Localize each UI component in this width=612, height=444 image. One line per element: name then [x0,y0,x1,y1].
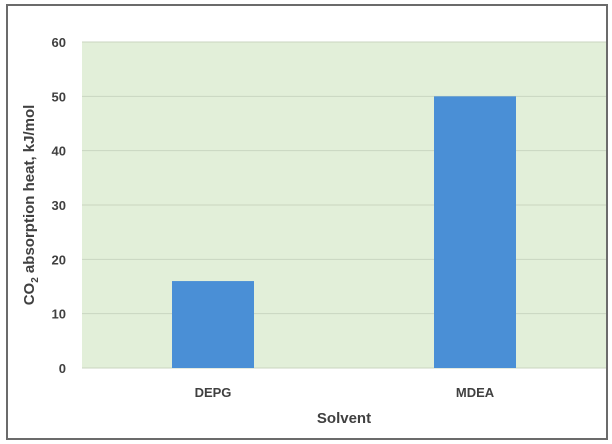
y-tick-label: 20 [52,252,66,267]
y-tick-labels: 0 10 20 30 40 50 60 [52,35,66,376]
gridlines [82,41,606,369]
y-tick-label: 40 [52,144,66,159]
x-axis-title: Solvent [317,410,371,427]
y-axis-title-subscript: 2 [30,277,41,283]
bar-depg [172,281,254,368]
x-tick-labels: DEPG MDEA [195,385,495,400]
bars [172,96,516,368]
y-axis-title: CO2 absorption heat, kJ/mol [21,105,41,306]
y-tick-label: 50 [52,89,66,104]
x-tick-label: DEPG [195,385,232,400]
chart-frame: 0 10 20 30 40 50 60 DEPG MDEA Solvent CO2 absor… [6,4,608,440]
y-axis-title-suffix: absorption heat, kJ/mol [21,105,38,278]
y-tick-label: 30 [52,198,66,213]
bar-mdea [434,96,516,368]
x-tick-label: MDEA [456,385,495,400]
bar-chart: 0 10 20 30 40 50 60 DEPG MDEA Solvent CO2 absor… [21,35,606,427]
y-tick-label: 0 [59,361,66,376]
y-tick-label: 60 [52,35,66,50]
y-tick-label: 10 [52,307,66,322]
y-axis-title-prefix: CO [21,282,38,305]
